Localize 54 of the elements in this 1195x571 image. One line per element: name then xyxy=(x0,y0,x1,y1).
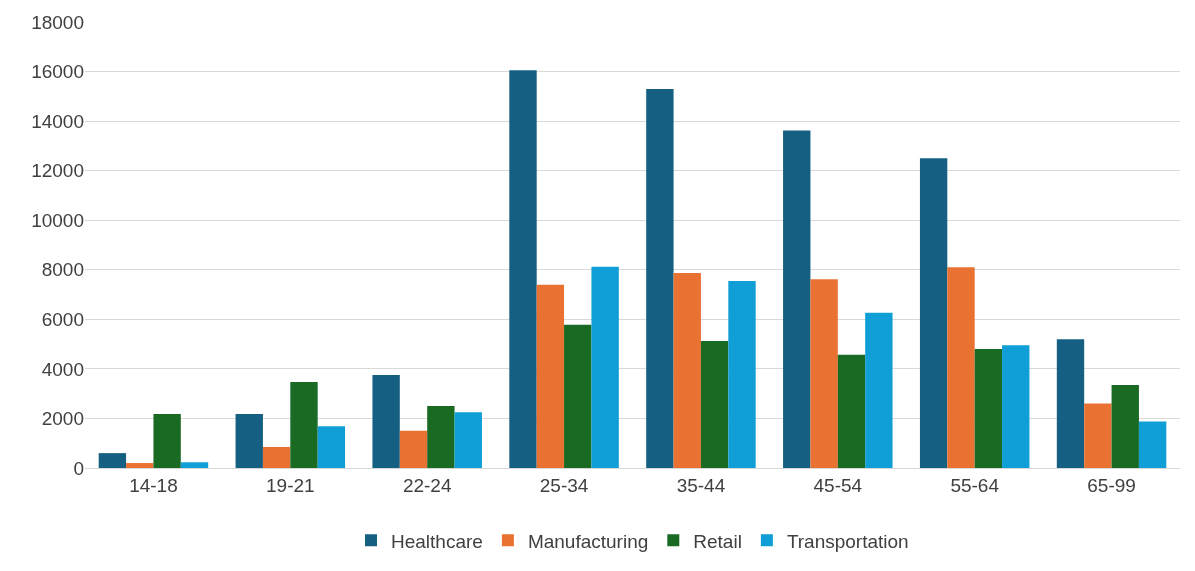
bar xyxy=(700,340,729,468)
y-tick-label: 0 xyxy=(73,457,84,479)
bar xyxy=(98,453,127,468)
x-tick-label: 65-99 xyxy=(1087,474,1136,496)
bar xyxy=(728,280,756,468)
x-tick-label: 35-44 xyxy=(676,474,726,496)
bar xyxy=(783,130,811,468)
y-tick-label: 12000 xyxy=(31,160,84,182)
legend-label: Manufacturing xyxy=(527,530,649,552)
bar xyxy=(317,426,346,468)
bar xyxy=(646,88,674,468)
bar xyxy=(1002,345,1030,468)
bar xyxy=(153,413,181,468)
y-tick-label: 10000 xyxy=(31,209,84,231)
bar xyxy=(262,446,291,468)
bar xyxy=(427,406,455,468)
bar xyxy=(454,412,482,468)
bar xyxy=(591,266,619,468)
bar xyxy=(372,375,400,468)
y-tick-label: 16000 xyxy=(31,61,84,83)
bar xyxy=(235,413,263,468)
bar xyxy=(509,70,537,468)
y-tick-label: 14000 xyxy=(31,110,84,132)
y-tick-label: 18000 xyxy=(31,11,84,33)
bar xyxy=(810,279,838,468)
bar xyxy=(290,382,318,468)
y-tick-label: 8000 xyxy=(41,259,84,281)
bar xyxy=(919,158,948,468)
bar xyxy=(1084,403,1112,468)
x-tick-label: 45-54 xyxy=(813,474,863,496)
bar xyxy=(947,267,975,468)
bar xyxy=(536,284,565,468)
x-tick-label: 55-64 xyxy=(950,474,1000,496)
bar xyxy=(837,354,866,468)
bar xyxy=(1056,339,1085,468)
y-tick-label: 6000 xyxy=(41,308,84,330)
bar xyxy=(1138,421,1167,468)
bar xyxy=(673,273,701,468)
bar xyxy=(865,312,893,468)
x-tick-label: 25-34 xyxy=(539,474,589,496)
legend-label: Retail xyxy=(693,530,742,552)
bar xyxy=(399,430,428,468)
bar xyxy=(564,324,592,468)
x-tick-label: 19-21 xyxy=(266,474,315,496)
bar xyxy=(126,463,154,468)
bar xyxy=(180,462,209,468)
legend-label: Transportation xyxy=(786,530,909,552)
bar xyxy=(1111,384,1139,468)
y-tick-label: 4000 xyxy=(41,358,84,380)
x-tick-label: 14-18 xyxy=(129,474,178,496)
y-tick-label: 2000 xyxy=(41,408,84,430)
bar xyxy=(974,349,1003,468)
legend-label: Healthcare xyxy=(391,530,483,552)
x-tick-label: 22-24 xyxy=(402,474,452,496)
